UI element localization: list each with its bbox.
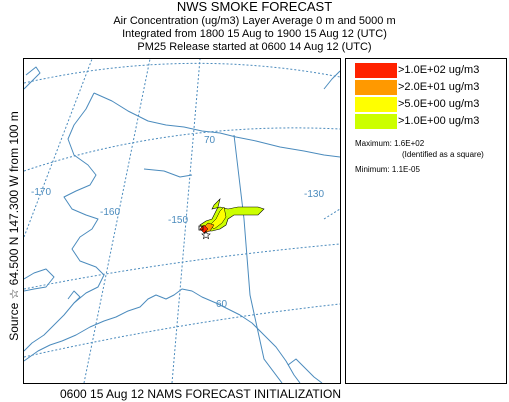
- border-line: [233, 134, 283, 383]
- release-info: PM25 Release started at 0600 14 Aug 12 (…: [137, 41, 372, 53]
- concentration-subtitle: Air Concentration (ug/m3) Layer Average …: [113, 15, 396, 27]
- wrangel-coast: [24, 66, 41, 90]
- lat-65-line: [24, 243, 340, 290]
- canada-coast: [323, 70, 340, 90]
- lon-170-line: [24, 59, 93, 238]
- legend-swatch: [355, 63, 397, 78]
- island-coast: [67, 290, 81, 304]
- lon-label-160: -160: [100, 207, 120, 218]
- arctic-coast: [93, 92, 340, 158]
- lon-label-150: -150: [168, 215, 188, 226]
- forecast-title: NWS SMOKE FORECAST: [176, 0, 333, 14]
- maximum-note: (Identified as a square): [402, 150, 484, 159]
- chukotka-coast: [24, 268, 55, 292]
- lon-label-130: -130: [304, 189, 324, 200]
- legend-label: >1.0E+00 ug/m3: [398, 115, 480, 127]
- legend-panel: >1.0E+02 ug/m3 >2.0E+01 ug/m3 >5.0E+00 u…: [345, 58, 507, 384]
- coastline: [24, 66, 340, 383]
- star-icon: [201, 230, 211, 240]
- lon-label-170: -170: [31, 187, 51, 198]
- lon-160-line: [83, 59, 151, 383]
- alaska-map: -170 -160 -150 -130 70 60: [24, 59, 340, 383]
- lat-label-60: 60: [216, 299, 228, 310]
- panhandle-coast: [287, 358, 323, 383]
- graticule: [24, 59, 340, 383]
- lat-label-70: 70: [204, 135, 216, 146]
- lat-70-line: [24, 127, 340, 172]
- legend-label: >1.0E+02 ug/m3: [398, 64, 480, 76]
- legend-swatch: [355, 80, 397, 95]
- maximum-square-marker: [198, 225, 204, 231]
- lat-75-line: [24, 62, 340, 84]
- plume-band-5: [209, 206, 227, 230]
- legend-swatch: [355, 114, 397, 129]
- inland-river: [143, 168, 193, 178]
- forecast-initialization-label: 0600 15 Aug 12 NAMS FORECAST INITIALIZAT…: [60, 387, 341, 401]
- integration-period: Integrated from 1800 15 Aug to 1900 15 A…: [122, 28, 387, 40]
- legend-label: >5.0E+00 ug/m3: [398, 98, 480, 110]
- map-panel: -170 -160 -150 -130 70 60: [23, 58, 341, 384]
- lon-130-line: [323, 208, 340, 220]
- source-location-label: Source ☆ 64.500 N 147.300 W from 100 m: [7, 111, 21, 341]
- south-coast: [24, 288, 301, 383]
- lat-60-line: [24, 303, 340, 358]
- smoke-plume: [198, 198, 265, 240]
- maximum-value: Maximum: 1.6E+02: [355, 139, 425, 148]
- minimum-value: Minimum: 1.1E-05: [355, 165, 420, 174]
- west-coast: [24, 92, 105, 352]
- legend-swatch: [355, 97, 397, 112]
- legend-label: >2.0E+01 ug/m3: [398, 81, 480, 93]
